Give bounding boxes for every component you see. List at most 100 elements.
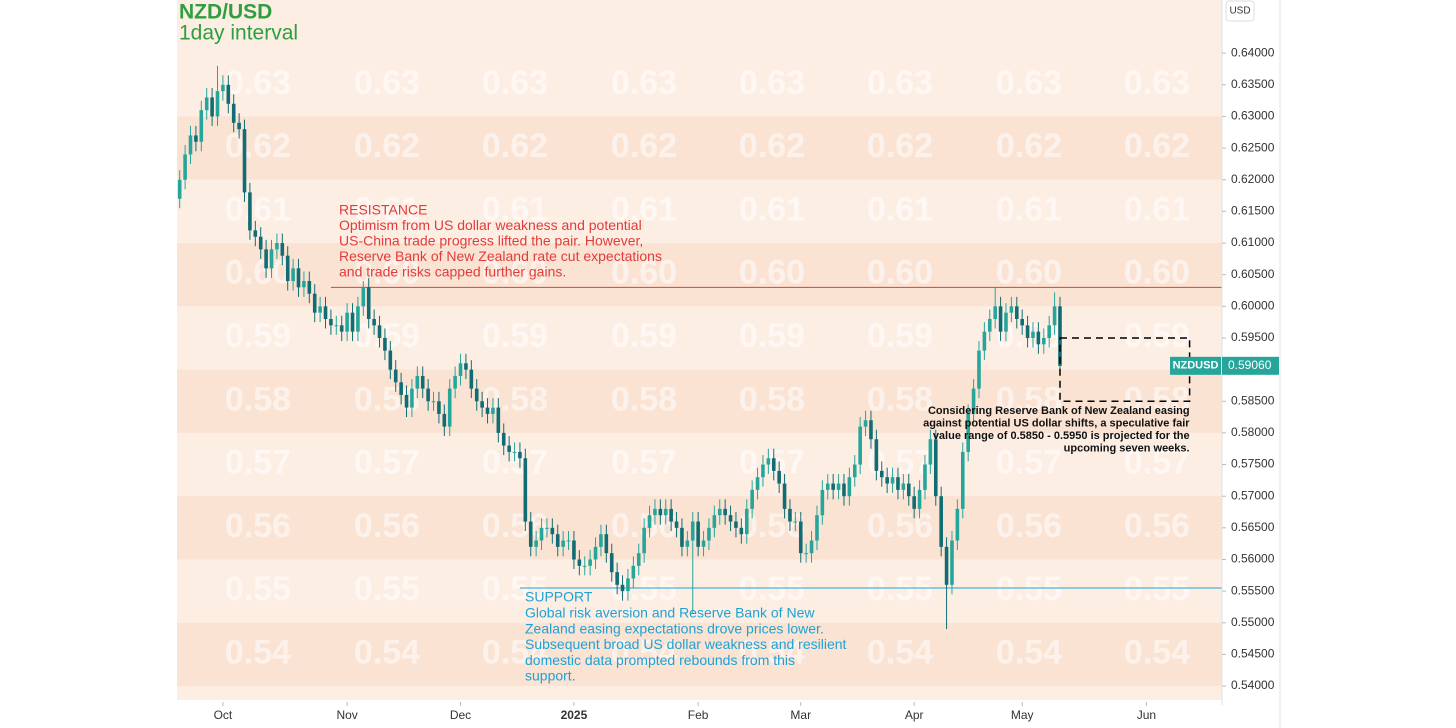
candle-body: [491, 407, 495, 414]
candle-body: [312, 293, 317, 313]
watermark-label: 0.62: [611, 127, 677, 165]
candle-body: [539, 527, 544, 541]
band: [177, 243, 1222, 307]
watermark-label: 0.63: [1124, 64, 1190, 102]
candle-body: [739, 527, 744, 535]
projection-text: value range of 0.5850 - 0.5950 is projec…: [933, 430, 1190, 442]
candle-body: [528, 521, 533, 547]
candle-body: [1052, 306, 1057, 326]
candle-body: [248, 192, 252, 231]
watermark-label: 0.59: [739, 317, 805, 355]
watermark-label: 0.60: [225, 254, 291, 292]
watermark-label: 0.63: [482, 64, 548, 102]
watermark-label: 0.56: [1124, 507, 1190, 545]
candle-body: [896, 477, 900, 490]
candle-body: [685, 540, 690, 547]
candle-body: [339, 325, 344, 332]
candle-body: [512, 451, 517, 453]
candle-body: [815, 515, 819, 541]
candle-body: [971, 388, 976, 414]
candle-body: [863, 420, 868, 427]
candle-body: [221, 84, 225, 92]
candle-body: [626, 578, 630, 592]
candle-body: [928, 439, 933, 465]
candle-body: [1041, 337, 1046, 345]
y-tick-label: 0.60000: [1231, 299, 1275, 313]
watermark-label: 0.54: [354, 633, 420, 671]
watermark-label: 0.62: [1124, 127, 1190, 165]
watermark-label: 0.56: [996, 507, 1062, 545]
candle-body: [717, 508, 722, 516]
y-tick-label: 0.63000: [1231, 109, 1275, 123]
candle-body: [1031, 331, 1035, 338]
candle-body: [442, 413, 447, 427]
candle-body: [933, 439, 938, 497]
candle-body: [631, 565, 636, 579]
candle-body: [307, 281, 312, 294]
candle-body: [426, 388, 430, 402]
candle-body: [1047, 325, 1051, 338]
y-tick-label: 0.58000: [1231, 425, 1275, 439]
y-tick-label: 0.62000: [1231, 172, 1275, 186]
candle-body: [1014, 306, 1019, 319]
candle-body: [809, 540, 814, 554]
candle-body: [507, 445, 511, 452]
projection-text: upcoming seven weeks.: [1064, 442, 1190, 454]
symbol-box: [1170, 356, 1221, 375]
watermark-label: 0.54: [996, 633, 1062, 671]
currency-box: [1225, 0, 1255, 22]
candle-body: [728, 515, 733, 522]
band: [177, 559, 1222, 623]
y-tick-label: 0.55500: [1231, 583, 1275, 597]
candle-body: [615, 572, 619, 585]
candle-body: [453, 375, 457, 389]
watermark-label: 0.63: [354, 64, 420, 102]
candle-body: [572, 540, 576, 560]
candle-body: [744, 508, 749, 535]
candle-body: [177, 179, 182, 199]
support-text: domestic data prompted rebounds from thi…: [525, 652, 795, 668]
watermark-label: 0.62: [739, 127, 805, 165]
chart-subtitle: 1day interval: [179, 22, 298, 45]
watermark-label: 0.59: [354, 317, 420, 355]
candle-body: [998, 306, 1003, 332]
watermark-label: 0.56: [482, 507, 548, 545]
candle-body: [183, 154, 187, 180]
watermark-label: 0.58: [225, 380, 291, 418]
candle-body: [939, 496, 943, 547]
candle-body: [696, 521, 700, 547]
candle-body: [771, 458, 776, 471]
candle-body: [431, 401, 436, 403]
watermark-label: 0.56: [225, 507, 291, 545]
candle-body: [377, 325, 382, 338]
candle-body: [906, 483, 911, 497]
candle-body: [437, 401, 441, 414]
watermark-label: 0.54: [611, 633, 677, 671]
y-tick-label: 0.63500: [1231, 77, 1275, 91]
watermark-label: 0.59: [225, 317, 291, 355]
watermark-label: 0.61: [225, 190, 291, 228]
candle-body: [1004, 312, 1008, 332]
candle-body: [356, 306, 360, 332]
watermark-label: 0.63: [611, 64, 677, 102]
candle-body: [226, 84, 231, 104]
plot-background: 0.63 0.63 0.63 0.63 0.63 0.63 0.63 0.63 0.62 0.62…: [177, 0, 1222, 700]
candle-body: [258, 236, 263, 250]
watermark-label: 0.54: [1124, 633, 1190, 671]
candle-body: [188, 135, 193, 155]
candle-body: [410, 388, 414, 408]
candle-body: [636, 553, 641, 566]
candle-body: [280, 243, 285, 256]
projection-text: Considering Reserve Bank of New Zealand …: [928, 405, 1190, 417]
watermark-label: 0.56: [354, 507, 420, 545]
support-text: SUPPORT: [525, 589, 593, 605]
candle-body: [982, 331, 987, 351]
watermark-label: 0.54: [739, 633, 805, 671]
candle-body: [901, 483, 906, 490]
support-text: Global risk aversion and Reserve Bank of…: [525, 605, 815, 621]
candle-body: [350, 312, 355, 332]
resistance-text: Reserve Bank of New Zealand rate cut exp…: [339, 248, 662, 264]
candle-body: [782, 483, 787, 509]
candle-body: [1009, 306, 1014, 313]
